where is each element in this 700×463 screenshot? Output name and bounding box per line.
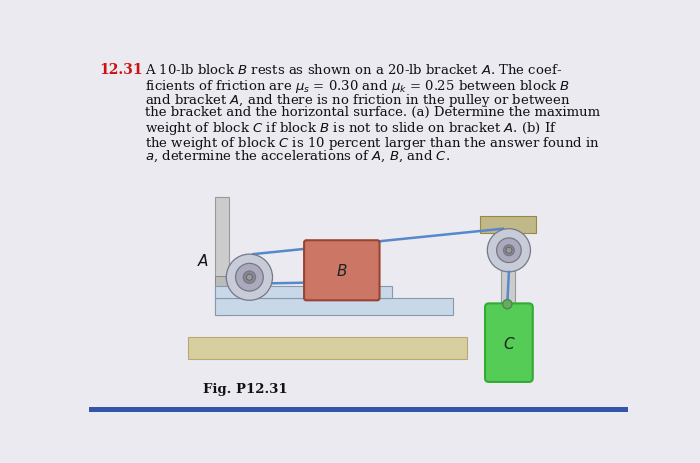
Text: 12.31: 12.31 xyxy=(99,63,143,77)
Bar xyxy=(90,407,629,412)
Bar xyxy=(215,298,454,315)
Circle shape xyxy=(235,264,263,291)
Text: $C$: $C$ xyxy=(503,335,515,351)
Text: and bracket $A$, and there is no friction in the pulley or between: and bracket $A$, and there is no frictio… xyxy=(145,92,570,109)
Text: the bracket and the horizontal surface. (a) Determine the maximum: the bracket and the horizontal surface. … xyxy=(145,106,600,119)
Text: $A$: $A$ xyxy=(197,252,209,268)
Text: ficients of friction are $\mu_s$ = 0.30 and $\mu_k$ = 0.25 between block $B$: ficients of friction are $\mu_s$ = 0.30 … xyxy=(145,77,570,94)
Text: weight of block $C$ if block $B$ is not to slide on bracket $A$. (b) If: weight of block $C$ if block $B$ is not … xyxy=(145,120,557,137)
Bar xyxy=(215,286,392,298)
Circle shape xyxy=(503,300,512,309)
Text: $B$: $B$ xyxy=(336,263,348,279)
Bar xyxy=(480,217,536,234)
Circle shape xyxy=(226,255,272,300)
FancyBboxPatch shape xyxy=(304,241,379,300)
Circle shape xyxy=(496,238,522,263)
Text: $a$, determine the accelerations of $A$, $B$, and $C$.: $a$, determine the accelerations of $A$,… xyxy=(145,149,450,164)
FancyBboxPatch shape xyxy=(485,304,533,382)
Text: A 10-lb block $B$ rests as shown on a 20-lb bracket $A$. The coef-: A 10-lb block $B$ rests as shown on a 20… xyxy=(145,63,562,77)
Circle shape xyxy=(244,271,256,284)
Circle shape xyxy=(506,248,512,254)
Text: Fig. P12.31: Fig. P12.31 xyxy=(203,382,288,395)
Bar xyxy=(215,198,229,315)
Circle shape xyxy=(503,245,514,256)
Circle shape xyxy=(487,229,531,272)
Bar xyxy=(215,277,253,287)
Bar xyxy=(501,232,515,340)
Bar xyxy=(188,337,466,359)
Circle shape xyxy=(246,275,253,281)
Text: the weight of block $C$ is 10 percent larger than the answer found in: the weight of block $C$ is 10 percent la… xyxy=(145,134,600,151)
